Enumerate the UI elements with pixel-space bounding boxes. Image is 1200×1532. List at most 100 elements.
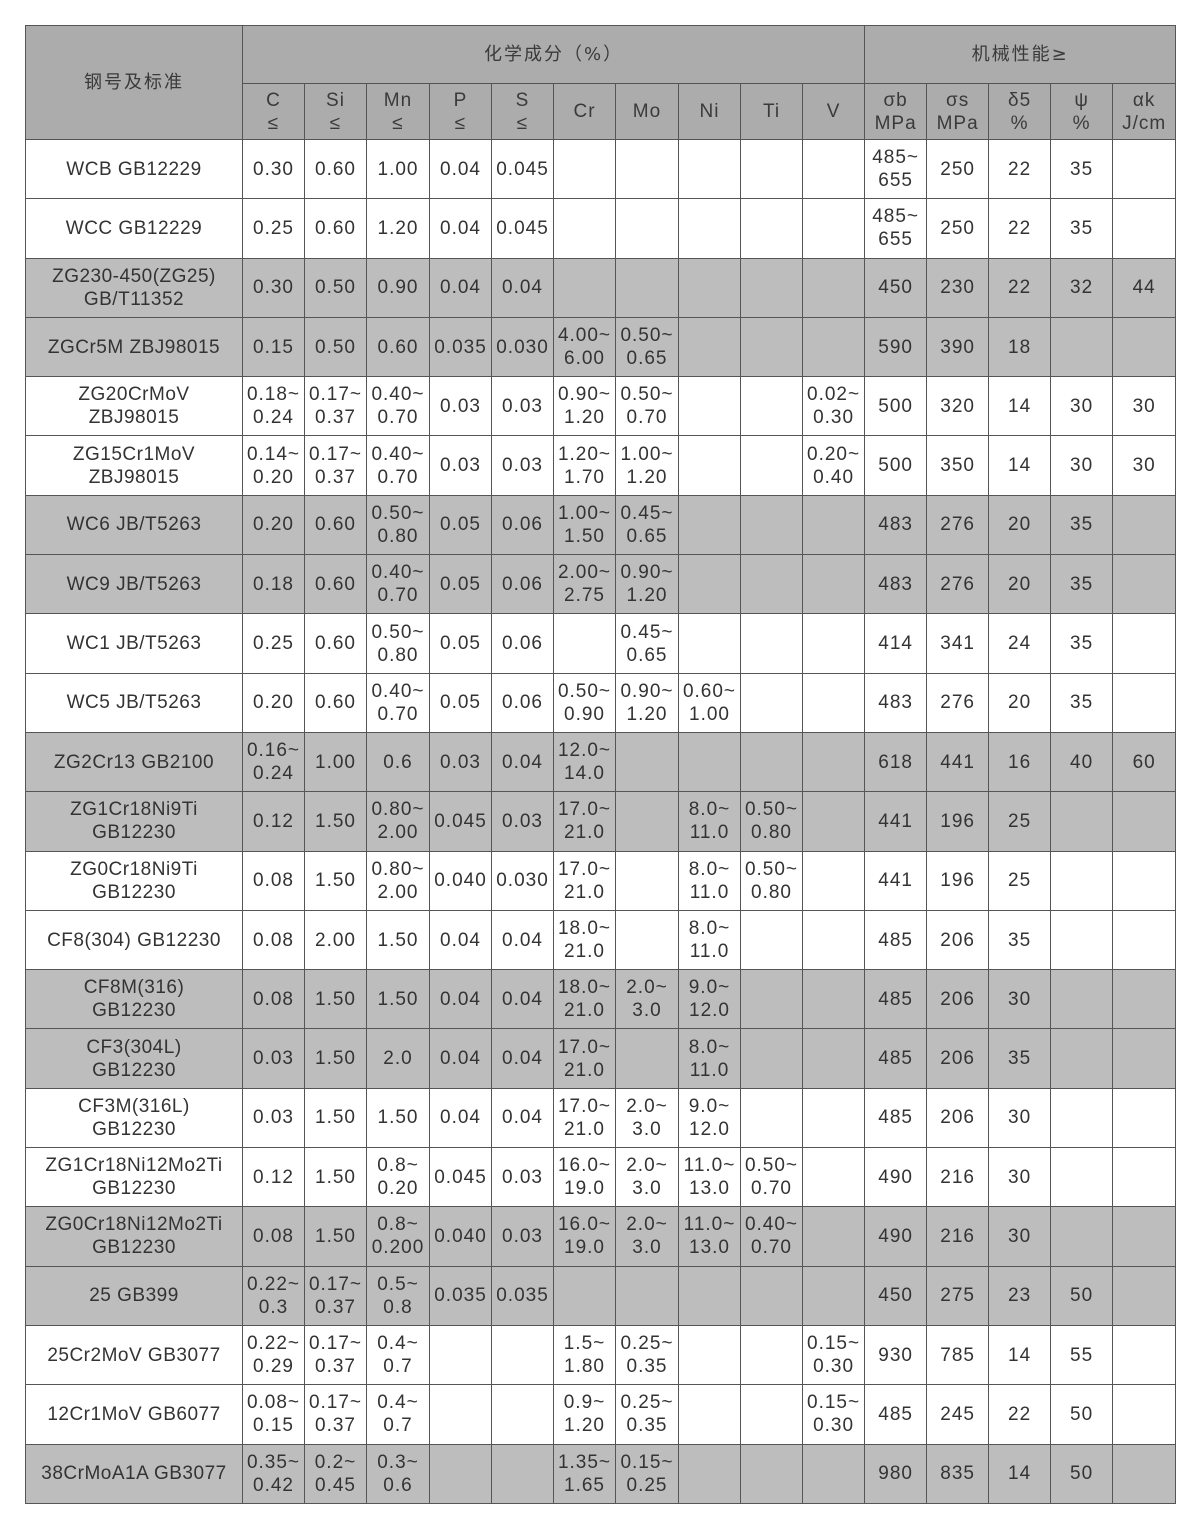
cell-mo: 0.25~ 0.35	[615, 1384, 679, 1445]
cell-s: 0.06	[491, 672, 554, 733]
cell-alpha-k	[1112, 1443, 1177, 1504]
cell-mo: 0.15~ 0.25	[615, 1443, 679, 1504]
cell-mn: 0.60	[366, 316, 430, 378]
table-body: WCB GB12229 0.30 0.60 1.00 0.04 0.045 485~ 655…	[25, 138, 1177, 1504]
cell-ti	[740, 554, 803, 615]
table-row: WC9 JB/T5263 0.18 0.60 0.40~ 0.70 0.05 0.06 2.…	[25, 554, 1177, 615]
cell-ni	[678, 257, 741, 318]
cell-mn: 1.50	[366, 969, 430, 1030]
cell-psi: 30	[1050, 435, 1114, 496]
cell-alpha-k	[1112, 969, 1177, 1030]
cell-sigma-s: 216	[926, 1206, 990, 1267]
cell-mn: 0.40~ 0.70	[366, 672, 430, 733]
cell-c: 0.14~ 0.20	[242, 435, 305, 496]
table-row: CF3(304L) GB12230 0.03 1.50 2.0 0.04 0.04 17.0…	[25, 1028, 1177, 1089]
cell-mn: 1.50	[366, 909, 430, 971]
cell-delta5: 30	[988, 1147, 1052, 1208]
table-row: ZG20CrMoV ZBJ98015 0.18~ 0.24 0.17~ 0.37 0.…	[25, 376, 1177, 437]
header-col-s: S ≤	[491, 83, 554, 140]
cell-delta5: 22	[988, 138, 1052, 200]
cell-p: 0.03	[429, 731, 492, 793]
cell-alpha-k: 30	[1112, 376, 1177, 437]
cell-alpha-k	[1112, 138, 1177, 200]
cell-sigma-b: 930	[864, 1324, 928, 1386]
cell-si: 1.50	[304, 1147, 367, 1208]
cell-psi: 55	[1050, 1324, 1114, 1386]
cell-ti	[740, 1443, 803, 1504]
cell-mo	[615, 198, 679, 259]
cell-ni	[678, 1443, 741, 1504]
cell-grade-standard: WCB GB12229	[25, 138, 243, 200]
cell-delta5: 30	[988, 1087, 1052, 1149]
cell-grade-standard: ZG0Cr18Ni12Mo2Ti GB12230	[25, 1206, 243, 1267]
cell-ti	[740, 672, 803, 733]
cell-sigma-s: 441	[926, 731, 990, 793]
cell-alpha-k: 44	[1112, 257, 1177, 318]
cell-cr	[553, 138, 616, 200]
cell-psi: 35	[1050, 198, 1114, 259]
cell-grade-standard: ZG1Cr18Ni9Ti GB12230	[25, 791, 243, 852]
cell-ti	[740, 613, 803, 674]
cell-si: 1.50	[304, 850, 367, 911]
cell-s: 0.04	[491, 1028, 554, 1089]
cell-delta5: 24	[988, 613, 1052, 674]
cell-grade-standard: CF8(304) GB12230	[25, 909, 243, 971]
cell-s: 0.06	[491, 494, 554, 556]
cell-ni	[678, 376, 741, 437]
cell-p: 0.05	[429, 672, 492, 733]
cell-cr	[553, 1265, 616, 1326]
header-col-p: P ≤	[429, 83, 492, 140]
cell-psi	[1050, 1028, 1114, 1089]
cell-ti	[740, 257, 803, 318]
cell-alpha-k	[1112, 1384, 1177, 1445]
cell-si: 0.50	[304, 257, 367, 318]
cell-ti	[740, 1028, 803, 1089]
cell-ni	[678, 1384, 741, 1445]
cell-cr: 17.0~ 21.0	[553, 1028, 616, 1089]
cell-psi: 35	[1050, 494, 1114, 556]
cell-ni: 8.0~ 11.0	[678, 791, 741, 852]
cell-si: 2.00	[304, 909, 367, 971]
cell-si: 0.17~ 0.37	[304, 1324, 367, 1386]
cell-mo: 0.50~ 0.70	[615, 376, 679, 437]
cell-mo: 2.0~ 3.0	[615, 1147, 679, 1208]
table-row: ZGCr5M ZBJ98015 0.15 0.50 0.60 0.035 0.030 4.0…	[25, 316, 1177, 378]
cell-sigma-b: 500	[864, 435, 928, 496]
cell-v	[801, 1087, 866, 1149]
cell-mn: 0.6	[366, 731, 430, 793]
cell-mo	[615, 850, 679, 911]
cell-sigma-b: 483	[864, 672, 928, 733]
cell-ni	[678, 316, 741, 378]
cell-mn: 0.50~ 0.80	[366, 613, 430, 674]
cell-delta5: 25	[988, 791, 1052, 852]
cell-s: 0.06	[491, 554, 554, 615]
cell-v	[801, 672, 866, 733]
cell-v: 0.15~ 0.30	[801, 1384, 866, 1445]
cell-ti	[740, 969, 803, 1030]
cell-cr: 16.0~ 19.0	[553, 1206, 616, 1267]
cell-p	[429, 1324, 492, 1386]
cell-delta5: 35	[988, 1028, 1052, 1089]
cell-delta5: 30	[988, 1206, 1052, 1267]
cell-c: 0.18	[242, 554, 305, 615]
cell-c: 0.30	[242, 138, 305, 200]
cell-s	[491, 1443, 554, 1504]
cell-c: 0.15	[242, 316, 305, 378]
cell-v	[801, 1206, 866, 1267]
cell-alpha-k	[1112, 1147, 1177, 1208]
cell-psi	[1050, 316, 1114, 378]
cell-mn: 0.80~ 2.00	[366, 791, 430, 852]
cell-grade-standard: WCC GB12229	[25, 198, 243, 259]
cell-mn: 1.00	[366, 138, 430, 200]
cell-cr: 1.00~ 1.50	[553, 494, 616, 556]
cell-sigma-b: 414	[864, 613, 928, 674]
cell-sigma-b: 590	[864, 316, 928, 378]
table-row: 12Cr1MoV GB6077 0.08~ 0.15 0.17~ 0.37 0.4~ …	[25, 1384, 1177, 1445]
cell-psi: 50	[1050, 1443, 1114, 1504]
cell-s: 0.03	[491, 435, 554, 496]
cell-mo	[615, 1265, 679, 1326]
cell-ti	[740, 1384, 803, 1445]
header-col-sigma-b: σb MPa	[864, 83, 928, 140]
cell-ti	[740, 198, 803, 259]
table-row: 38CrMoA1A GB3077 0.35~ 0.42 0.2~ 0.45 0.3~ …	[25, 1443, 1177, 1504]
